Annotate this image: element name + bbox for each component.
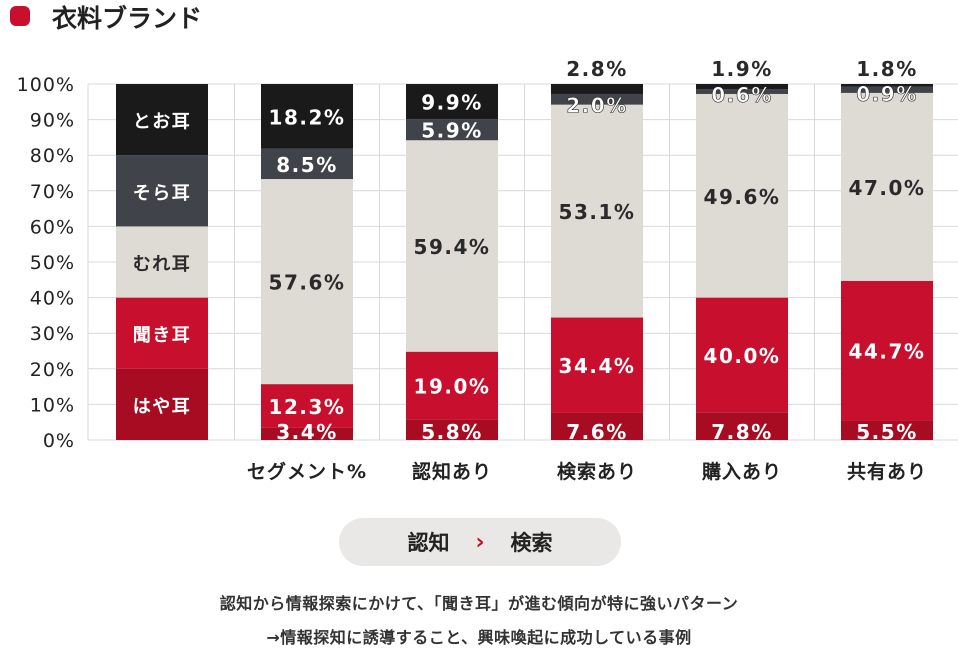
segment-label: 5.8% <box>421 420 482 444</box>
bar-segment <box>406 419 498 440</box>
grid-lines <box>87 83 958 441</box>
segment-label: 34.4% <box>559 354 636 378</box>
category-label: セグメント% <box>247 460 367 483</box>
segment-label: はや耳 <box>133 396 192 417</box>
y-tick-label: 20% <box>30 359 75 381</box>
bar-segment <box>696 93 788 298</box>
category-label: 共有あり <box>847 460 927 483</box>
bar-segment <box>261 148 353 180</box>
y-tick-label: 30% <box>30 323 75 345</box>
bar-segment <box>841 92 933 281</box>
segment-label: 40.0% <box>704 344 781 368</box>
bar-segment <box>406 84 498 120</box>
segment-label: 12.3% <box>269 395 346 419</box>
segment-label: 53.1% <box>559 200 636 224</box>
y-tick-label: 40% <box>30 288 75 310</box>
segment-label: 5.5% <box>856 420 917 444</box>
bar-segment <box>841 420 933 440</box>
segment-label: 44.7% <box>849 340 926 364</box>
bar-segment <box>841 84 933 87</box>
bar-segment <box>841 86 933 93</box>
bar-segment <box>116 84 208 156</box>
bar-segment <box>551 412 643 440</box>
y-tick-label: 90% <box>30 110 75 132</box>
segment-label: 9.9% <box>421 91 482 115</box>
bar-segment <box>696 297 788 413</box>
bar-segment <box>406 119 498 141</box>
segment-label: 59.4% <box>414 235 491 259</box>
bar-segment <box>406 351 498 420</box>
flow-from: 認知 <box>407 531 450 555</box>
bar-segment <box>551 317 643 413</box>
segment-label: 2.8% <box>566 57 627 81</box>
bar-segment <box>261 84 353 149</box>
segment-label: 7.8% <box>711 420 772 444</box>
y-tick-label: 60% <box>30 216 75 238</box>
segment-label: 0.6% <box>711 83 772 107</box>
y-tick-label: 10% <box>30 394 75 416</box>
segment-label: 19.0% <box>414 375 491 399</box>
bar-segment <box>116 226 208 298</box>
bar-segment <box>696 84 788 90</box>
bar-segment <box>116 297 208 369</box>
note-line-2: →情報探知に誘導すること、興味喚起に成功している事例 <box>266 628 692 647</box>
page-title: 衣料ブランド <box>52 4 202 33</box>
bar-segment <box>261 179 353 385</box>
category-label: 購入あり <box>702 460 782 483</box>
bar-segment <box>551 93 643 105</box>
stacked-bar-chart: 衣料ブランド 0% 10% 20% 30% 40% 50% 60% 70% 80% 90% 100%… <box>10 4 958 483</box>
bar-segment <box>551 104 643 318</box>
segment-label: 57.6% <box>269 271 346 295</box>
bar-segment <box>696 89 788 94</box>
segment-label: 2.0% <box>566 94 627 118</box>
category-label: 検索あり <box>557 460 637 483</box>
flow-indicator: 認知 › 検索 <box>339 518 621 566</box>
y-tick-label: 0% <box>43 430 75 452</box>
flow-to: 検索 <box>510 531 553 555</box>
segment-label: 7.6% <box>566 420 627 444</box>
title-marker <box>10 6 30 26</box>
y-tick-label: 50% <box>30 252 75 274</box>
segment-label: 8.5% <box>276 153 337 177</box>
segment-label: とお耳 <box>133 112 192 133</box>
bar-segment <box>551 84 643 94</box>
category-label: 認知あり <box>412 460 492 483</box>
segment-label: 0.9% <box>856 82 917 106</box>
bar-segment <box>116 368 208 440</box>
bar-segment <box>116 155 208 227</box>
segment-label: 49.6% <box>704 185 781 209</box>
segment-label: そら耳 <box>133 183 192 204</box>
y-axis-ticks: 0% 10% 20% 30% 40% 50% 60% 70% 80% 90% 100% <box>17 74 75 452</box>
segment-label: 聞き耳 <box>133 325 192 346</box>
bar-segment <box>696 412 788 440</box>
y-tick-label: 100% <box>17 74 75 96</box>
x-axis-categories: セグメント% 認知あり 検索あり 購入あり 共有あり <box>247 460 927 483</box>
bar-segment <box>261 384 353 428</box>
note-line-1: 認知から情報探索にかけて、「聞き耳」が進む傾向が特に強いパターン <box>219 594 739 613</box>
segment-label: 47.0% <box>849 176 926 200</box>
chevron-right-icon: › <box>475 529 485 555</box>
bar-segment <box>841 280 933 421</box>
bar-segment <box>406 140 498 352</box>
y-tick-label: 70% <box>30 181 75 203</box>
segment-label: むれ耳 <box>133 254 192 275</box>
y-tick-label: 80% <box>30 145 75 167</box>
segment-label: 1.9% <box>711 57 772 81</box>
segment-label: 3.4% <box>276 420 337 444</box>
bars: はや耳 聞き耳 むれ耳 そら耳 とお耳 3.4%12.3% 57.6% 8.5% 18.2% 5.… <box>116 57 933 444</box>
segment-label: 5.9% <box>421 119 482 143</box>
segment-label: 18.2% <box>269 105 346 129</box>
bar-segment <box>261 427 353 440</box>
segment-label: 1.8% <box>856 57 917 81</box>
